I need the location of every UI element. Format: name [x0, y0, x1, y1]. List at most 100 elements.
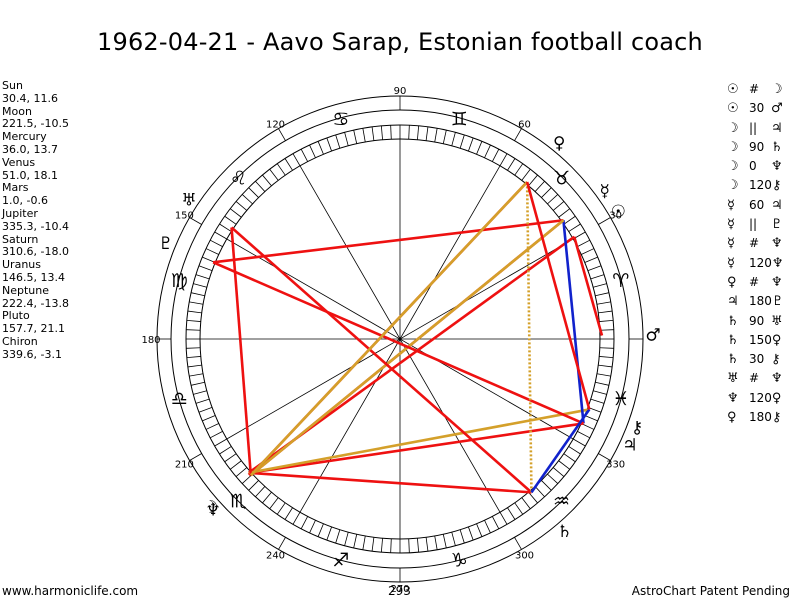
degree-ticks	[186, 125, 614, 553]
aspect-symbol: 0	[749, 159, 757, 174]
degree-label: 330	[606, 460, 625, 471]
planet-entry-mars: Mars 1.0, -0.6	[2, 181, 92, 208]
sign-aries-icon: ♈	[612, 270, 629, 292]
aspect-planet-2: ♆	[771, 371, 783, 387]
sign-boundary	[598, 217, 611, 225]
aspect-planet-1: ♃	[727, 294, 739, 310]
sign-libra-icon: ♎	[171, 388, 188, 410]
aspect-planet-2: ♆	[771, 274, 783, 290]
sign-aquarius-icon: ♒	[553, 491, 570, 513]
aspect-line	[572, 236, 604, 336]
footer-credit: AstroChart Patent Pending	[631, 584, 790, 598]
aspect-symbol: #	[749, 236, 760, 251]
aspect-planet-1: ☽	[727, 178, 739, 194]
degree-tick	[563, 215, 576, 225]
degree-tick	[596, 301, 611, 305]
aspect-symbol: ||	[749, 120, 758, 135]
planet-moon-icon: ☽	[203, 498, 218, 518]
aspect-planet-2: ♃	[771, 197, 783, 213]
degree-tick	[514, 163, 524, 176]
degree-tick	[195, 398, 210, 404]
degree-tick	[284, 507, 293, 520]
degree-label: 300	[515, 551, 534, 562]
aspect-planet-2: ♀	[771, 332, 782, 348]
degree-tick	[344, 532, 349, 546]
planet-position: 222.4, -13.8	[2, 296, 69, 310]
degree-tick	[552, 467, 565, 477]
degree-tick	[292, 512, 301, 525]
degree-tick	[380, 125, 383, 140]
aspect-line	[530, 408, 591, 494]
degree-label: 60	[518, 119, 531, 130]
degree-tick	[442, 129, 447, 144]
degree-tick	[186, 319, 201, 322]
aspect-row: ☉ 30 ♂	[727, 99, 800, 118]
planet-position: 146.5, 13.4	[2, 270, 65, 284]
aspect-planet-1: ☽	[727, 120, 739, 136]
planet-sun-icon: ☉	[611, 202, 626, 222]
degree-tick	[434, 128, 438, 143]
planet-name: Jupiter	[2, 206, 38, 220]
degree-tick	[269, 168, 279, 181]
planet-pluto-icon: ♇	[158, 234, 173, 254]
planet-jupiter-icon: ♃	[622, 436, 637, 456]
planet-entry-neptune: Neptune 222.4, -13.8	[2, 284, 92, 311]
sign-sagittarius-icon: ♐	[332, 550, 349, 572]
aspect-row: ☉ # ☽	[727, 80, 800, 99]
aspect-symbol: 150	[749, 332, 772, 347]
degree-tick	[205, 248, 219, 255]
degree-tick	[390, 125, 392, 140]
degree-tick	[186, 356, 201, 359]
aspect-planet-1: ☽	[727, 159, 739, 175]
degree-tick	[599, 347, 614, 349]
sign-spokes	[157, 96, 643, 582]
degree-tick	[371, 537, 375, 552]
degree-tick	[598, 364, 613, 368]
aspect-line	[248, 471, 532, 494]
aspect-symbol: 90	[749, 313, 765, 328]
degree-tick	[534, 180, 545, 192]
sign-boundary	[278, 128, 286, 141]
degree-tick	[499, 512, 508, 525]
degree-tick	[417, 125, 420, 140]
degree-tick	[193, 283, 207, 288]
aspect-symbol: 30	[749, 101, 765, 116]
degree-tick	[577, 430, 591, 439]
planet-venus-icon: ♀	[553, 133, 565, 153]
aspect-planet-2: ♆	[771, 255, 784, 271]
sign-spoke	[226, 238, 574, 440]
degree-tick	[507, 158, 516, 171]
degree-tick	[219, 223, 232, 232]
planet-chiron-icon: ⚷	[631, 418, 643, 438]
aspect-planet-1: ☿	[727, 197, 735, 213]
degree-tick	[581, 248, 595, 255]
aspect-planet-2: ♂	[771, 101, 783, 117]
degree-tick	[248, 480, 259, 491]
planet-entry-sun: Sun 30.4, 11.6	[2, 79, 92, 106]
degree-label: 150	[175, 211, 194, 222]
aspect-line	[248, 408, 590, 475]
aspect-row: ♆ 120♀	[727, 389, 800, 408]
degree-tick	[202, 415, 216, 422]
aspect-line	[525, 181, 591, 410]
aspect-planet-1: ☽	[727, 139, 739, 155]
aspect-planet-2: ⚷	[771, 178, 782, 194]
planet-entry-moon: Moon 221.5, -10.5	[2, 105, 92, 132]
aspect-symbol: 30	[749, 352, 765, 367]
degree-tick	[390, 538, 392, 553]
aspect-planet-1: ♆	[727, 390, 739, 406]
degree-tick	[584, 256, 598, 263]
degree-label: 90	[394, 86, 407, 97]
degree-tick	[309, 520, 316, 534]
aspect-line	[212, 218, 564, 264]
sign-capricorn-icon: ♑	[451, 550, 468, 572]
degree-tick	[198, 407, 213, 413]
planet-entry-uranus: Uranus 146.5, 13.4	[2, 258, 92, 285]
degree-tick	[276, 502, 286, 515]
aspect-list: ☉ # ☽ ☉ 30 ♂ ☽ || ♃ ☽ 90 ♄ ☽ 0 ♆ ☽ 120⚷ ☿ 60 ♃ ☿ || ♇ ☿ # ♆ ☿ 120♆ ♀…	[727, 80, 800, 427]
sign-glyphs: ♈ ♉ ♊ ♋ ♌ ♍ ♎ ♏ ♐ ♑ ♒ ♓	[171, 108, 629, 571]
aspect-row: ♄ 150♀	[727, 331, 800, 350]
aspect-symbol: 120	[749, 255, 772, 270]
aspect-line	[562, 220, 585, 424]
